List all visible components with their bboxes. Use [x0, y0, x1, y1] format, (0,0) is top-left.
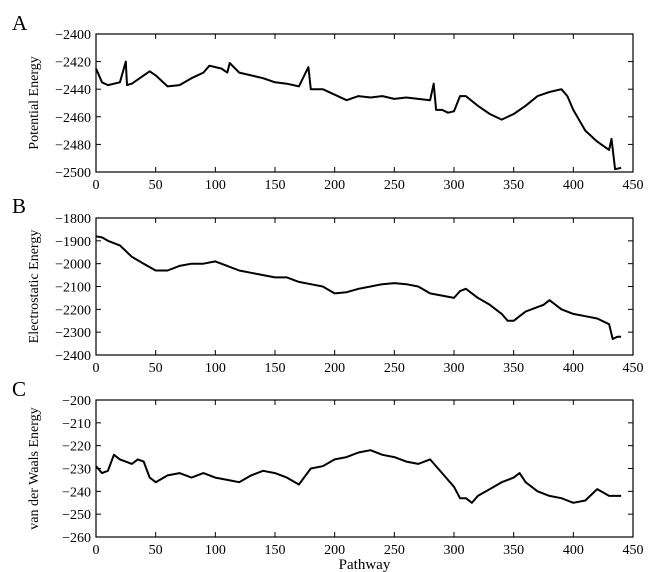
x-tick-label: 200 [324, 543, 345, 558]
x-tick-label: 150 [265, 178, 286, 193]
x-tick-label: 300 [444, 178, 465, 193]
y-axis-label: van der Waals Energy [27, 407, 42, 529]
x-tick-label: 150 [265, 361, 286, 376]
x-tick-label: 50 [149, 361, 163, 376]
y-tick-label: −260 [62, 531, 91, 546]
panel-b: B 0 50 100 150 200 250 300 350 400 450 −1800 −1900 −2… [12, 194, 644, 376]
series-line-b [95, 235, 622, 340]
y-tick-label: −230 [62, 463, 91, 478]
y-tick-label: −220 [62, 440, 91, 455]
y-tick-label: −2300 [55, 326, 91, 341]
y-tick-label: −2420 [55, 56, 91, 71]
plot-frame [95, 33, 634, 173]
x-tick-label: 450 [623, 543, 644, 558]
y-tick-label: −2460 [55, 111, 91, 126]
x-tick-label: 200 [324, 178, 345, 193]
x-tick-label: 50 [149, 178, 163, 193]
x-tick-label: 250 [384, 543, 405, 558]
panel-letter-c: C [12, 377, 26, 401]
panel-c: C 0 50 100 150 200 250 300 350 400 450 −200 −210 −220… [12, 377, 644, 572]
y-tick-label: −2400 [55, 28, 91, 43]
x-tick-label: 0 [93, 543, 100, 558]
y-tick-label: −2100 [55, 281, 91, 296]
y-axis-label: Potential Energy [27, 56, 42, 149]
x-tick-label: 350 [503, 361, 524, 376]
x-tick-label: 450 [623, 178, 644, 193]
y-axis-label: Electrostatic Energy [27, 230, 42, 344]
x-tick-label: 400 [563, 178, 584, 193]
y-tick-label: −1800 [55, 212, 91, 227]
y-tick-label: −200 [62, 394, 91, 409]
x-tick-label: 0 [93, 361, 100, 376]
x-tick-label: 300 [444, 361, 465, 376]
panel-a: A 0 50 100 150 200 250 300 350 400 450 −2400 −2420 −2… [12, 11, 644, 193]
x-tick-label: 350 [503, 543, 524, 558]
y-tick-label: −2480 [55, 138, 91, 153]
x-tick-label: 300 [444, 543, 465, 558]
x-tick-label: 100 [205, 178, 226, 193]
y-tick-label: −250 [62, 508, 91, 523]
x-tick-label: 200 [324, 361, 345, 376]
series-line-a [95, 60, 622, 171]
x-tick-label: 100 [205, 361, 226, 376]
x-axis-label: Pathway [339, 557, 391, 572]
panel-letter-a: A [12, 11, 28, 35]
y-tick-label: −2400 [55, 349, 91, 364]
x-tick-label: 250 [384, 361, 405, 376]
y-tick-label: −2500 [55, 166, 91, 181]
plot-frame [95, 399, 634, 538]
y-tick-label: −1900 [55, 235, 91, 250]
x-tick-label: 450 [623, 361, 644, 376]
x-tick-label: 350 [503, 178, 524, 193]
plot-frame [95, 217, 634, 356]
y-tick-label: −2000 [55, 258, 91, 273]
series-line-c [95, 449, 622, 504]
x-tick-label: 50 [149, 543, 163, 558]
panel-letter-b: B [12, 194, 26, 218]
y-tick-label: −210 [62, 417, 91, 432]
y-tick-label: −2200 [55, 303, 91, 318]
y-tick-label: −240 [62, 485, 91, 500]
x-tick-label: 400 [563, 543, 584, 558]
x-tick-label: 100 [205, 543, 226, 558]
x-tick-label: 400 [563, 361, 584, 376]
x-tick-label: 150 [265, 543, 286, 558]
x-tick-label: 0 [93, 178, 100, 193]
y-tick-label: −2440 [55, 83, 91, 98]
x-tick-label: 250 [384, 178, 405, 193]
